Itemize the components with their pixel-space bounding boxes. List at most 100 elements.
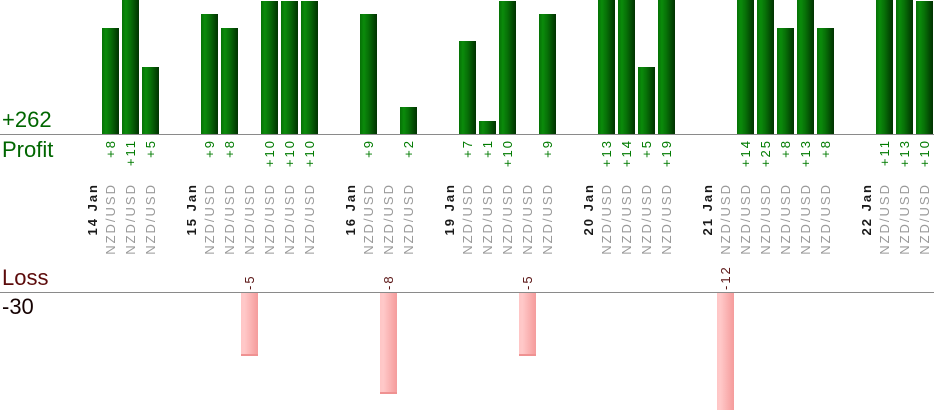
- profit-bar: [459, 41, 476, 134]
- loss-value-label: -5: [520, 274, 535, 290]
- profit-bars-area: [0, 0, 934, 134]
- loss-bar: [241, 293, 258, 356]
- pair-label: NZD/USD: [381, 183, 396, 255]
- pair-label: NZD/USD: [897, 183, 912, 255]
- profit-bar: [122, 0, 139, 134]
- loss-axis-line: [0, 292, 934, 293]
- pair-label: NZD/USD: [282, 183, 297, 255]
- profit-bar: [281, 1, 298, 134]
- profit-bar: [638, 67, 655, 134]
- profit-value-label: +14: [738, 139, 753, 168]
- profit-value-label: +13: [599, 139, 614, 168]
- profit-bar: [658, 0, 675, 134]
- profit-bar: [479, 121, 496, 134]
- profit-value-label: +13: [897, 139, 912, 168]
- profit-value-label: +7: [460, 139, 475, 158]
- profit-bar: [400, 107, 417, 134]
- profit-bar: [757, 0, 774, 134]
- profit-bar: [301, 1, 318, 134]
- profit-bar: [777, 28, 794, 134]
- pair-label: NZD/USD: [917, 183, 932, 255]
- date-label: 15 Jan: [184, 183, 199, 236]
- profit-bar: [142, 67, 159, 134]
- loss-bars-area: [0, 293, 934, 410]
- pair-label: NZD/USD: [242, 183, 257, 255]
- date-label: 16 Jan: [343, 183, 358, 236]
- pair-label: NZD/USD: [302, 183, 317, 255]
- pair-label: NZD/USD: [659, 183, 674, 255]
- loss-axis-title: Loss: [2, 265, 49, 290]
- profit-bar: [499, 1, 516, 134]
- profit-value-label: +9: [540, 139, 555, 158]
- pair-label: NZD/USD: [778, 183, 793, 255]
- profit-value-label: +13: [798, 139, 813, 168]
- pair-label: NZD/USD: [222, 183, 237, 255]
- profit-value-label: +10: [262, 139, 277, 168]
- profit-axis-title: Profit: [2, 137, 54, 162]
- profit-total-label: +262: [2, 107, 52, 132]
- profit-bar: [261, 1, 278, 134]
- profit-bar: [102, 28, 119, 134]
- date-label: 20 Jan: [581, 183, 596, 236]
- date-label: 21 Jan: [700, 183, 715, 236]
- pair-label: NZD/USD: [818, 183, 833, 255]
- pair-label: NZD/USD: [520, 183, 535, 255]
- profit-bar: [916, 1, 933, 134]
- pair-label: NZD/USD: [460, 183, 475, 255]
- profit-value-label: +10: [302, 139, 317, 168]
- profit-value-label: +5: [143, 139, 158, 158]
- profit-value-label: +1: [480, 139, 495, 158]
- profit-value-label: +10: [917, 139, 932, 168]
- profit-bar: [221, 28, 238, 134]
- profit-value-label: +11: [123, 139, 138, 167]
- profit-bar: [737, 0, 754, 134]
- loss-total-label: -30: [2, 294, 34, 319]
- profit-value-label: +10: [282, 139, 297, 168]
- profit-value-label: +9: [202, 139, 217, 158]
- profit-bar: [618, 0, 635, 134]
- pair-label: NZD/USD: [877, 183, 892, 255]
- pair-label: NZD/USD: [798, 183, 813, 255]
- profit-value-label: +2: [401, 139, 416, 158]
- pair-label: NZD/USD: [619, 183, 634, 255]
- loss-bar: [519, 293, 536, 356]
- profit-value-label: +5: [639, 139, 654, 158]
- profit-bar: [201, 14, 218, 134]
- profit-value-label: +8: [818, 139, 833, 158]
- profit-bar: [598, 0, 615, 134]
- profit-value-label: +19: [659, 139, 674, 168]
- date-label: 19 Jan: [442, 183, 457, 236]
- pair-label: NZD/USD: [540, 183, 555, 255]
- profit-bar: [896, 0, 913, 134]
- pair-label: NZD/USD: [718, 183, 733, 255]
- pair-label: NZD/USD: [599, 183, 614, 255]
- profit-bar: [876, 0, 893, 134]
- profit-value-label: +25: [758, 139, 773, 168]
- profit-axis-line: [0, 134, 934, 135]
- pair-label: NZD/USD: [758, 183, 773, 255]
- profit-bar: [539, 14, 556, 134]
- profit-value-label: +11: [877, 139, 892, 167]
- pair-label: NZD/USD: [738, 183, 753, 255]
- pair-label: NZD/USD: [480, 183, 495, 255]
- pair-label: NZD/USD: [262, 183, 277, 255]
- profit-value-label: +9: [361, 139, 376, 158]
- pair-label: NZD/USD: [361, 183, 376, 255]
- pair-label: NZD/USD: [401, 183, 416, 255]
- loss-bar: [380, 293, 397, 394]
- profit-bar: [817, 28, 834, 134]
- loss-value-label: -5: [242, 274, 257, 290]
- loss-value-label: -12: [718, 265, 733, 290]
- profit-value-label: +8: [778, 139, 793, 158]
- pair-label: NZD/USD: [639, 183, 654, 255]
- profit-value-label: +10: [500, 139, 515, 168]
- pair-label: NZD/USD: [103, 183, 118, 255]
- date-label: 14 Jan: [85, 183, 100, 236]
- profit-value-label: +8: [103, 139, 118, 158]
- loss-bar: [717, 293, 734, 410]
- date-label: 22 Jan: [859, 183, 874, 236]
- profit-value-label: +8: [222, 139, 237, 158]
- profit-value-label: +14: [619, 139, 634, 168]
- pair-label: NZD/USD: [202, 183, 217, 255]
